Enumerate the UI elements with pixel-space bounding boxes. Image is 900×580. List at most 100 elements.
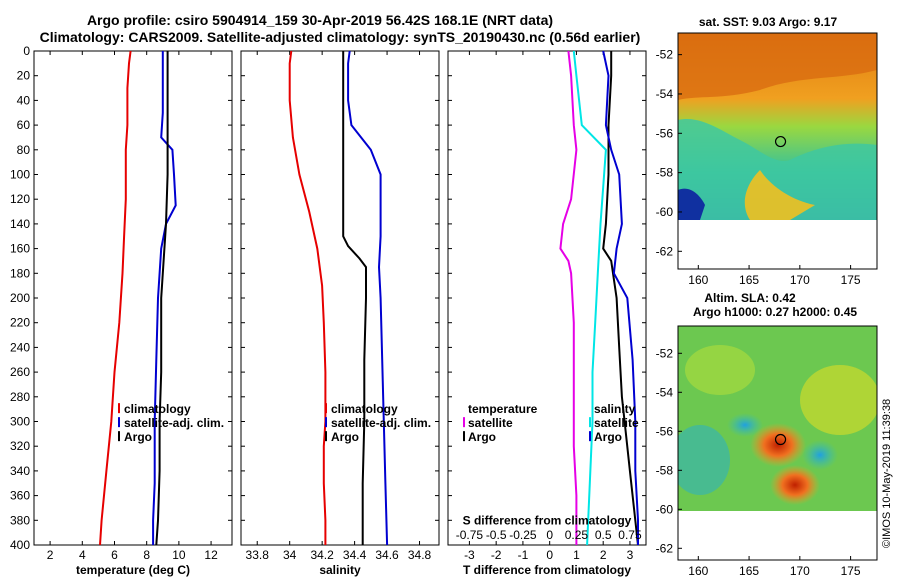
sla-warm-eddy [770,465,820,505]
map-x-tick-label: 160 [688,273,708,287]
map-x-tick-label: 165 [739,273,759,287]
y-tick-label: 140 [10,217,30,231]
x-tick-label: -2 [491,548,502,562]
map-y-tick-label: -54 [656,385,674,399]
sla-map: Altim. SLA: 0.42 Argo h1000: 0.27 h2000:… [656,291,878,578]
legend-label: Argo [594,430,622,444]
s-tick-label: -0.75 [456,528,484,542]
y-tick-label: 100 [10,168,30,182]
series-line-climatology [288,50,327,545]
s-tick-label: -0.5 [486,528,507,542]
x-tick-label: 8 [143,548,150,562]
sla-map-subtitle: Argo h1000: 0.27 h2000: 0.45 [693,305,857,319]
sla-nodata [678,511,877,560]
x-tick-label: -3 [464,548,475,562]
x-tick-label: 10 [172,548,186,562]
y-tick-label: 240 [10,340,30,354]
s-tick-label: -0.25 [509,528,537,542]
sla-warm-eddy [750,423,806,467]
sla-axis-ticks: 160 165 170 175 -52 -54 -56 -58 -60 -62 [656,346,861,578]
x-tick-label: 33.8 [246,548,270,562]
map-y-tick-label: -56 [656,424,674,438]
legend-label: Argo [331,430,359,444]
sla-patch [800,365,877,435]
sla-map-title: Altim. SLA: 0.42 [704,291,796,305]
legend-label: Argo [124,430,152,444]
y-tick-label: 160 [10,242,30,256]
legend-label: Argo [468,430,496,444]
map-y-tick-label: -62 [656,541,674,555]
x-tick-label: 34.6 [375,548,399,562]
y-tick-label: 280 [10,390,30,404]
y-tick-label: 340 [10,464,30,478]
sla-cold-eddy [802,440,838,470]
s-tick-label: 0.25 [565,528,589,542]
x-tick-label: 6 [111,548,118,562]
series-line-satellite-adj-clim- [347,50,389,546]
salinity-panel: 33.8 34 34.2 34.4 34.6 34.8 salinity climatolog… [240,50,440,577]
x-tick-label: 3 [627,548,634,562]
y-tick-label: 180 [10,266,30,280]
s-tick-label: 0 [546,528,553,542]
map-y-tick-label: -60 [656,205,674,219]
map-y-tick-label: -52 [656,346,674,360]
sst-warm-north [678,33,877,100]
legend-label: temperature [468,402,538,416]
sst-nodata [678,220,877,269]
map-x-tick-label: 170 [790,273,810,287]
plot-frame [33,50,233,546]
x-tick-label: 2 [47,548,54,562]
s-tick-label: 0.5 [595,528,612,542]
map-x-tick-label: 175 [841,273,861,287]
legend-label: climatology [331,402,398,416]
sst-cold-water [678,119,877,220]
difference-panel: -3 -2 -1 0 1 2 3T difference from climatology t… [447,50,647,577]
sla-cold-eddy [727,413,763,437]
x-tick-label: 34.4 [343,548,367,562]
x-tick-label: 0 [546,548,553,562]
y-tick-label: 20 [17,69,31,83]
x-tick-label: -1 [518,548,529,562]
sst-deep-blue [678,188,705,220]
x-tick-label: 34 [283,548,297,562]
map-y-tick-label: -58 [656,463,674,477]
sst-map: sat. SST: 9.03 Argo: 9.17 160 165 170 175 -5… [656,15,878,287]
map-y-tick-label: -60 [656,502,674,516]
sla-patch [685,345,755,395]
y-tick-label: 260 [10,365,30,379]
y-tick-label: 300 [10,415,30,429]
map-y-tick-label: -58 [656,166,674,180]
s-axis-label: S difference from climatology [463,513,632,527]
series-line-argo [155,51,169,546]
legend-label: climatology [124,402,191,416]
map-y-tick-label: -54 [656,87,674,101]
y-tick-label: 120 [10,192,30,206]
legend-label: satellite [468,416,513,430]
map-x-tick-label: 165 [739,564,759,578]
title-line-1: Argo profile: csiro 5904914_159 30-Apr-2… [87,12,553,28]
y-tick-label: 40 [17,93,31,107]
map-x-tick-label: 170 [790,564,810,578]
argo-position-marker [774,135,787,148]
map-x-tick-label: 160 [688,564,708,578]
map-y-tick-label: -62 [656,244,674,258]
x-tick-label: 1 [573,548,580,562]
y-tick-label: 400 [10,538,30,552]
series-line-s-argo [602,50,639,545]
x-axis-label: temperature (deg C) [76,563,190,577]
y-tick-label: 380 [10,513,30,527]
copyright-stamp: ©IMOS 10-May-2019 11:39:38 [881,399,893,548]
series-line-s-satellite [572,50,607,546]
sst-frame [677,32,878,270]
x-axis-label: salinity [319,563,361,577]
y-tick-label: 320 [10,439,30,453]
x-tick-label: 4 [79,548,86,562]
sla-patch [678,425,730,495]
series-line-t-satellite [559,50,578,545]
y-tick-label: 0 [23,44,30,58]
y-tick-label: 200 [10,291,30,305]
legend-label: salinity [594,402,636,416]
temperature-panel: 0 20 40 60 80 100 120 140 160 180 200 220 240 260 280 3… [10,44,233,577]
x-tick-label: 34.2 [310,548,334,562]
